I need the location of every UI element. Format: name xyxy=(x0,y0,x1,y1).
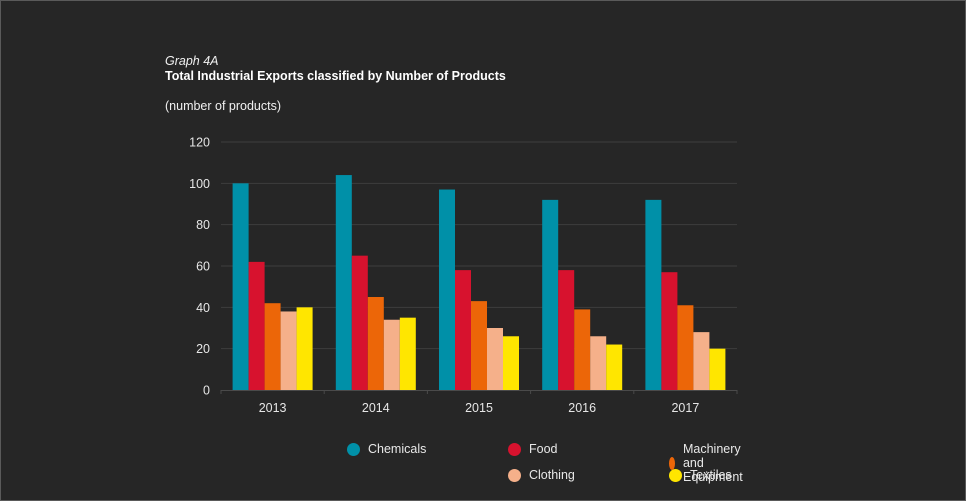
bar-chemicals-2017 xyxy=(645,199,662,390)
bar-food-2017 xyxy=(661,272,678,390)
bar-textiles-2016 xyxy=(606,344,623,390)
bar-clothing-2013 xyxy=(280,311,297,390)
legend-swatch-icon xyxy=(508,468,521,482)
x-axis xyxy=(220,390,738,394)
bar-clothing-2017 xyxy=(693,332,710,390)
x-tick-label: 2013 xyxy=(259,401,287,415)
x-tick-label: 2016 xyxy=(568,401,596,415)
x-tick-label: 2015 xyxy=(465,401,493,415)
legend-item-machinery-and-equipment: Machinery and Equipment xyxy=(669,442,750,484)
bar-machinery-and-equipment-2015 xyxy=(471,301,487,390)
bar-clothing-2015 xyxy=(487,328,503,390)
bar-chemicals-2016 xyxy=(542,199,559,390)
bar-textiles-2017 xyxy=(709,348,726,390)
legend-swatch-icon xyxy=(347,442,360,456)
x-axis-ticks: 2013 2014 2015 2016 2017 xyxy=(259,401,700,415)
chart-title: Total Industrial Exports classified by N… xyxy=(165,69,506,83)
bars xyxy=(232,175,726,390)
bar-clothing-2016 xyxy=(590,336,607,390)
bar-chemicals-2014 xyxy=(335,175,352,390)
legend-swatch-icon xyxy=(669,456,675,470)
legend-item-chemicals: Chemicals xyxy=(347,442,426,456)
legend-label: Machinery and Equipment xyxy=(682,442,743,484)
bar-food-2016 xyxy=(558,270,575,390)
graph-number-label: Graph 4A xyxy=(165,54,219,68)
y-tick-label: 40 xyxy=(196,301,210,315)
bar-machinery-and-equipment-2017 xyxy=(677,305,694,390)
bar-food-2013 xyxy=(248,261,265,390)
y-tick-label: 0 xyxy=(203,384,210,398)
legend-label: Clothing xyxy=(529,468,575,482)
x-tick-label: 2017 xyxy=(671,401,699,415)
x-tick-label: 2014 xyxy=(362,401,390,415)
bar-chemicals-2015 xyxy=(439,189,455,390)
bar-textiles-2013 xyxy=(296,307,313,390)
y-tick-label: 20 xyxy=(196,342,210,356)
legend-item-textiles: Textiles xyxy=(669,468,732,482)
y-axis-ticks: 0 20 40 60 80 100 120 xyxy=(189,136,210,398)
bar-textiles-2015 xyxy=(503,336,519,390)
legend-swatch-icon xyxy=(669,468,682,482)
bar-clothing-2014 xyxy=(383,319,400,390)
bar-chemicals-2013 xyxy=(232,183,249,390)
legend-item-food: Food xyxy=(508,442,558,456)
y-tick-label: 120 xyxy=(189,136,210,150)
bar-chart: 0 20 40 60 80 100 120 2013 2014 2015 2016 2017 xyxy=(189,136,738,415)
legend-label: Food xyxy=(529,442,558,456)
y-tick-label: 60 xyxy=(196,260,210,274)
bar-machinery-and-equipment-2013 xyxy=(264,303,281,390)
legend-swatch-icon xyxy=(508,442,521,456)
bar-food-2014 xyxy=(351,255,368,390)
y-tick-label: 100 xyxy=(189,177,210,191)
y-tick-label: 80 xyxy=(196,218,210,232)
legend-item-clothing: Clothing xyxy=(508,468,575,482)
legend-label: Textiles xyxy=(690,468,732,482)
bar-food-2015 xyxy=(455,270,471,390)
bar-textiles-2014 xyxy=(399,317,416,390)
bar-machinery-and-equipment-2014 xyxy=(367,297,384,390)
legend-label: Chemicals xyxy=(368,442,427,456)
bar-machinery-and-equipment-2016 xyxy=(574,309,591,390)
y-axis-unit-label: (number of products) xyxy=(165,99,282,113)
